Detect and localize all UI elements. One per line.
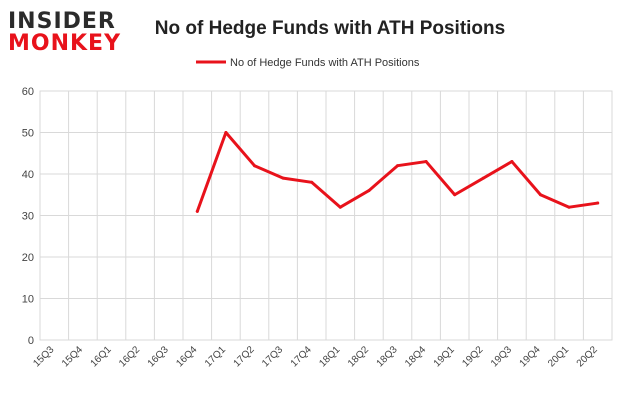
x-tick-label: 16Q4 xyxy=(174,344,199,369)
data-point xyxy=(253,164,256,168)
x-tick-label: 20Q2 xyxy=(575,344,600,369)
legend-label: No of Hedge Funds with ATH Positions xyxy=(230,57,420,69)
logo-line2: MONKEY xyxy=(8,31,121,56)
x-tick-label: 19Q4 xyxy=(518,344,543,369)
data-point xyxy=(367,189,371,193)
data-point xyxy=(424,160,428,164)
x-tick-label: 16Q1 xyxy=(89,344,114,369)
x-tick-label: 18Q1 xyxy=(317,344,342,369)
data-point xyxy=(195,209,199,213)
y-tick-label: 50 xyxy=(22,128,34,140)
x-tick-label: 17Q4 xyxy=(289,344,314,369)
data-point xyxy=(310,180,314,184)
data-point xyxy=(224,131,228,134)
x-tick-label: 20Q1 xyxy=(546,344,571,369)
x-tick-label: 19Q1 xyxy=(432,344,457,369)
x-tick-label: 17Q3 xyxy=(260,344,285,369)
logo-line1: INSIDER xyxy=(8,9,116,34)
data-point xyxy=(510,160,514,164)
x-tick-label: 17Q1 xyxy=(203,344,228,369)
y-tick-label: 20 xyxy=(22,252,34,264)
x-tick-label: 18Q2 xyxy=(346,344,371,369)
chart-title: No of Hedge Funds with ATH Positions xyxy=(155,18,505,39)
x-tick-label: 16Q3 xyxy=(146,344,171,369)
data-point xyxy=(567,205,571,209)
data-point xyxy=(539,193,542,197)
x-tick-label: 17Q2 xyxy=(232,344,257,369)
y-tick-label: 40 xyxy=(22,169,34,181)
data-point xyxy=(453,193,457,197)
data-point xyxy=(481,176,485,180)
insider-monkey-logo: INSIDER MONKEY xyxy=(8,9,121,56)
data-point xyxy=(281,176,285,180)
data-point xyxy=(396,164,399,168)
legend: No of Hedge Funds with ATH Positions xyxy=(196,57,420,69)
x-tick-label: 16Q2 xyxy=(117,344,142,369)
x-tick-label: 18Q4 xyxy=(403,344,428,369)
x-tick-label: 15Q4 xyxy=(60,344,85,369)
y-tick-label: 0 xyxy=(28,335,34,347)
y-tick-label: 60 xyxy=(22,86,34,98)
x-tick-label: 18Q3 xyxy=(375,344,400,369)
y-tick-label: 10 xyxy=(22,294,34,306)
data-point xyxy=(596,201,600,205)
x-tick-label: 15Q3 xyxy=(31,344,56,369)
data-point xyxy=(338,205,342,209)
x-tick-label: 19Q2 xyxy=(460,344,485,369)
y-tick-label: 30 xyxy=(22,211,34,223)
series-line xyxy=(195,131,600,213)
x-tick-label: 19Q3 xyxy=(489,344,514,369)
